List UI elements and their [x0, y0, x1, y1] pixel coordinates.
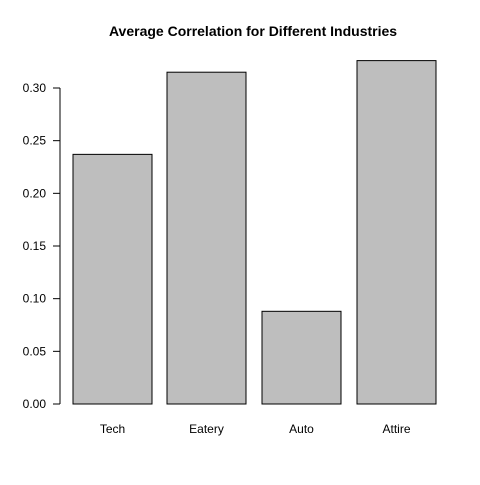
- y-tick-label: 0.00: [23, 397, 47, 411]
- x-axis-labels: Tech Eatery Auto Attire: [100, 422, 411, 436]
- bar-auto: [261, 310, 342, 405]
- bar-tech: [72, 153, 153, 405]
- y-tick-label: 0.05: [23, 344, 47, 358]
- x-tick-label-eatery: Eatery: [189, 422, 224, 436]
- y-tick-label: 0.15: [23, 239, 47, 253]
- y-tick-label: 0.10: [23, 292, 47, 306]
- x-tick-label-attire: Attire: [382, 422, 410, 436]
- bar-eatery: [166, 71, 247, 405]
- y-axis: 0.00 0.05 0.10 0.15 0.20 0.25 0.30: [23, 81, 61, 411]
- chart-title: Average Correlation for Different Indust…: [109, 23, 397, 39]
- y-tick-label: 0.25: [23, 134, 47, 148]
- bars-group: [72, 60, 437, 405]
- x-tick-label-auto: Auto: [289, 422, 314, 436]
- x-tick-label-tech: Tech: [100, 422, 125, 436]
- y-tick-label: 0.20: [23, 186, 47, 200]
- y-tick-label: 0.30: [23, 81, 47, 95]
- bar-attire: [356, 60, 437, 405]
